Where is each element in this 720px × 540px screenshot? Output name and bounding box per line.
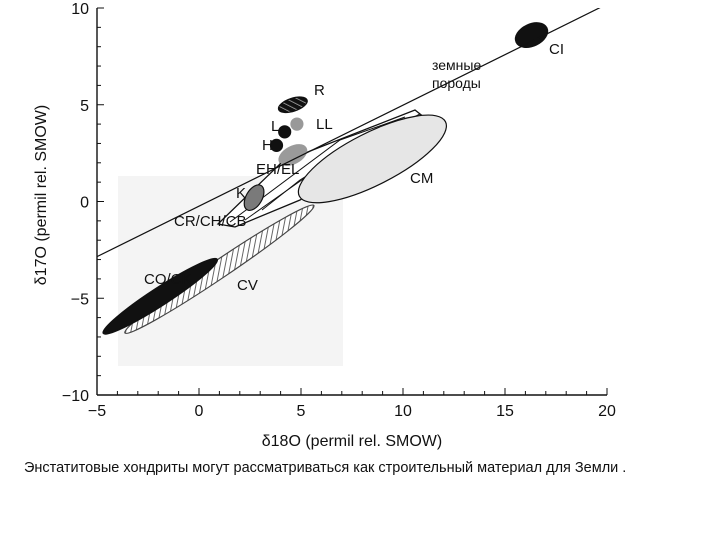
region-ci xyxy=(514,22,549,48)
region-cr-ch-cb-strand xyxy=(229,116,406,223)
x-tick-label: −5 xyxy=(88,403,106,420)
region-label: EH/EL xyxy=(256,161,299,178)
region-l xyxy=(278,125,292,139)
y-tick-label: −5 xyxy=(71,291,89,308)
caption: Энстатитовые хондриты могут рассматриват… xyxy=(24,460,627,476)
region-label: CO/CK xyxy=(144,271,192,288)
x-tick-label: 20 xyxy=(598,403,616,420)
region-label: H xyxy=(262,137,273,154)
reference-line-label: земные породы xyxy=(432,57,481,91)
region-cm xyxy=(297,114,448,204)
region-label: CR/CH/CB xyxy=(174,213,247,230)
region-label: CI xyxy=(549,41,564,58)
region-eh-el xyxy=(278,144,308,166)
region-ll xyxy=(290,117,304,131)
x-axis-label: δ18O (permil rel. SMOW) xyxy=(262,433,442,450)
reference-line xyxy=(97,8,601,258)
region-label: CV xyxy=(237,277,258,294)
x-tick-label: 5 xyxy=(297,403,306,420)
plot-area xyxy=(97,8,607,395)
region-label: L xyxy=(271,118,279,135)
region-r xyxy=(277,96,308,114)
y-tick-label: −10 xyxy=(62,388,89,405)
y-axis-label: δ17O (permil rel. SMOW) xyxy=(33,105,50,285)
region-co-ck xyxy=(102,257,219,335)
region-label: K xyxy=(236,185,246,202)
x-tick-label: 0 xyxy=(195,403,204,420)
region-label: LL xyxy=(316,116,333,133)
y-tick-label: 0 xyxy=(80,195,89,212)
x-tick-label: 10 xyxy=(394,403,412,420)
region-label: R xyxy=(314,82,325,99)
y-tick-label: 10 xyxy=(71,1,89,18)
terrestrial-fractionation-line xyxy=(97,8,601,258)
region-k xyxy=(243,184,265,211)
region-label: CM xyxy=(410,170,433,187)
x-tick-label: 15 xyxy=(496,403,514,420)
y-tick-label: 5 xyxy=(80,98,89,115)
region-h xyxy=(269,138,284,152)
meteorite-regions xyxy=(102,22,549,335)
